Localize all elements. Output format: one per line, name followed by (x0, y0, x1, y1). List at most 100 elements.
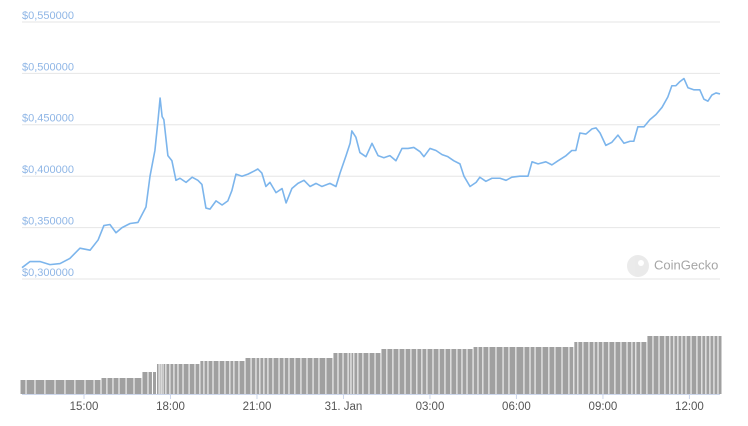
volume-bar (691, 336, 697, 394)
volume-bar (451, 349, 457, 394)
volume-bar (319, 358, 326, 394)
volume-bar (478, 347, 483, 394)
volume-bar (208, 361, 213, 394)
volume-bar (301, 358, 307, 394)
volume-bar (636, 342, 641, 394)
volume-bar (489, 347, 496, 394)
volume-bar (598, 342, 603, 394)
volume-bar (354, 353, 358, 394)
x-tick-label: 21:00 (243, 401, 272, 413)
watermark-logo-eye (638, 260, 644, 266)
volume-bar (686, 336, 691, 394)
volume-bar (363, 353, 369, 394)
volume-bar (134, 378, 142, 394)
volume-bar (496, 347, 503, 394)
y-tick-label: $0,400000 (22, 164, 74, 176)
volume-bar (697, 336, 702, 394)
volume-bar (348, 353, 351, 394)
volume-bar (503, 347, 509, 394)
volume-bar (411, 349, 417, 394)
volume-bar (101, 378, 107, 394)
volume-bar (509, 347, 516, 394)
volume-bar (213, 361, 219, 394)
volume-bar (183, 364, 189, 394)
volume-bar (351, 353, 354, 394)
volume-bar (516, 347, 524, 394)
volume-bar (439, 349, 445, 394)
x-tick-label: 31. Jan (325, 401, 363, 413)
volume-bar (710, 336, 714, 394)
volume-bar (113, 378, 119, 394)
volume-bar (393, 349, 399, 394)
y-tick-label: $0,450000 (22, 113, 74, 125)
y-tick-label: $0,300000 (22, 267, 74, 279)
price-line (21, 77, 721, 269)
volume-bar (706, 336, 710, 394)
volume-bar (219, 361, 225, 394)
volume-bar (417, 349, 422, 394)
volume-bar (333, 353, 338, 394)
volume-bar (594, 342, 598, 394)
volume-bar (427, 349, 433, 394)
volume-bar (405, 349, 411, 394)
volume-bar (583, 342, 589, 394)
volume-bar (142, 372, 148, 394)
volume-bar (678, 336, 682, 394)
volume-bar (75, 380, 85, 394)
volume-bar (615, 342, 621, 394)
volume-bar (85, 380, 94, 394)
volume-bar (204, 361, 208, 394)
volume-bar (682, 336, 686, 394)
volume-bar (264, 358, 268, 394)
x-tick-label: 09:00 (589, 401, 618, 413)
volume-bar (163, 364, 166, 394)
volume-bar (530, 347, 535, 394)
volume-bar (161, 364, 163, 394)
volume-bar (542, 347, 549, 394)
volume-bar (670, 336, 674, 394)
volume-bar (621, 342, 627, 394)
volume-bar (457, 349, 462, 394)
volume-bar (562, 347, 569, 394)
watermark-logo (627, 255, 649, 277)
volume-bar (65, 380, 75, 394)
volume-bar (326, 358, 333, 394)
volume-bar (549, 347, 555, 394)
volume-bar (156, 364, 159, 394)
volume-bar (714, 336, 718, 394)
volume-bar (20, 380, 26, 394)
volume-bar (189, 364, 195, 394)
watermark-text: CoinGecko (654, 257, 718, 272)
x-tick-label: 03:00 (416, 401, 445, 413)
volume-bar (555, 347, 562, 394)
volume-bar (433, 349, 439, 394)
volume-bar (641, 342, 647, 394)
volume-bar (26, 380, 35, 394)
volume-bar (627, 342, 632, 394)
volume-bar (313, 358, 319, 394)
volume-bar (483, 347, 489, 394)
x-tick-label: 18:00 (156, 401, 185, 413)
volume-bar (647, 336, 653, 394)
x-tick-label: 12:00 (675, 401, 704, 413)
volume-bar (535, 347, 542, 394)
volume-bar (170, 364, 174, 394)
volume-bar (603, 342, 609, 394)
volume-bar (702, 336, 706, 394)
watermark: CoinGecko (627, 255, 718, 277)
volume-bar (369, 353, 375, 394)
x-tick-label: 06:00 (502, 401, 531, 413)
volume-bar (422, 349, 427, 394)
y-tick-label: $0,350000 (22, 216, 74, 228)
volume-bar (473, 347, 478, 394)
volume-bar (632, 342, 636, 394)
volume-bar (467, 349, 473, 394)
volume-bar (343, 353, 348, 394)
volume-bar (152, 372, 156, 394)
volume-bar (268, 358, 273, 394)
volume-bar (653, 336, 659, 394)
volume-bar (200, 361, 204, 394)
volume-bar (245, 358, 251, 394)
volume-bar (234, 361, 239, 394)
